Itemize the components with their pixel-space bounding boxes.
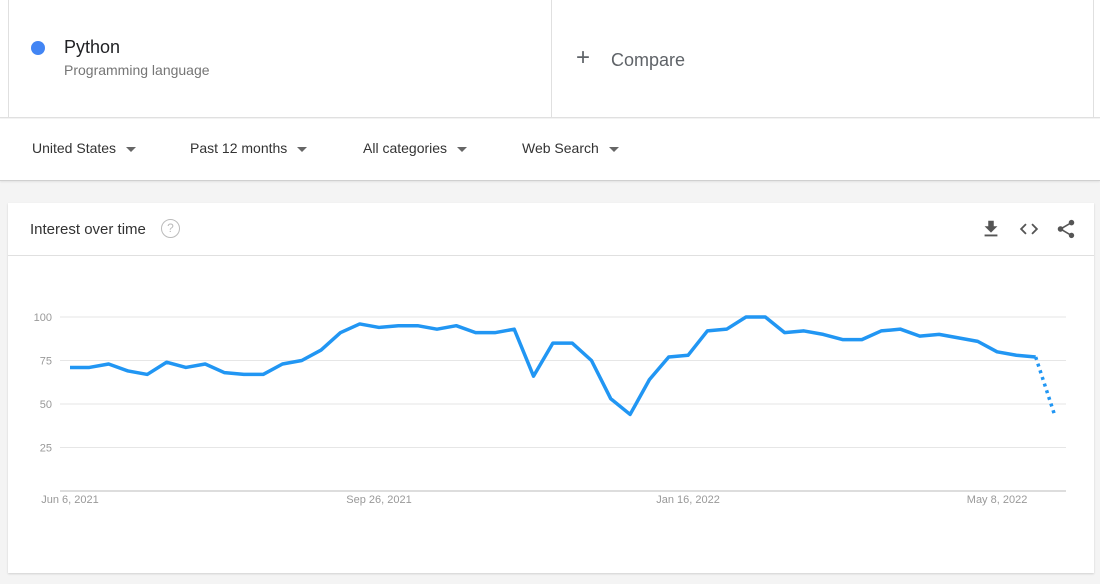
filter-label: United States	[32, 140, 117, 156]
filter-search-type-dropdown[interactable]: Web Search	[522, 140, 619, 156]
compare-button[interactable]: + Compare	[552, 0, 1094, 118]
series-line	[70, 315, 1036, 417]
filter-region-dropdown[interactable]: United States	[32, 140, 137, 156]
filter-label: Past 12 months	[190, 140, 288, 156]
caret-down-icon	[457, 146, 468, 152]
filter-bar: United States Past 12 months All categor…	[0, 119, 1100, 181]
interest-line-chart: 25 50 75 100 Jun 6, 2021 Sep 26, 2021 Jan 16, …	[34, 312, 1066, 506]
card-title: Interest over time	[30, 221, 146, 238]
x-tick-label: May 8, 2022	[967, 494, 1028, 506]
term-color-dot	[31, 41, 45, 55]
help-icon[interactable]: ?	[161, 219, 180, 238]
interest-over-time-card: Interest over time ? 25 50 75 100 Jun 6, 202…	[8, 203, 1094, 573]
x-tick-label: Sep 26, 2021	[346, 494, 411, 506]
compare-label: Compare	[611, 50, 686, 70]
card-header: Interest over time ?	[8, 203, 1094, 256]
filter-label: Web Search	[522, 140, 599, 156]
x-tick-label: Jan 16, 2022	[656, 494, 720, 506]
term-subtitle: Programming language	[64, 62, 210, 78]
partial-data-line	[1034, 356, 1057, 417]
share-icon[interactable]	[1055, 218, 1077, 240]
filter-time-dropdown[interactable]: Past 12 months	[190, 140, 308, 156]
y-tick-label: 25	[40, 443, 52, 455]
filter-category-dropdown[interactable]: All categories	[363, 140, 468, 156]
embed-icon[interactable]	[1018, 218, 1040, 240]
search-term-card[interactable]: Python Programming language	[8, 0, 552, 118]
caret-down-icon	[126, 146, 137, 152]
term-name[interactable]: Python	[64, 37, 121, 57]
plus-icon: +	[576, 44, 591, 71]
caret-down-icon	[297, 146, 308, 152]
y-tick-label: 50	[40, 399, 52, 411]
filter-label: All categories	[363, 140, 448, 156]
x-tick-label: Jun 6, 2021	[41, 494, 99, 506]
caret-down-icon	[608, 146, 619, 152]
y-tick-label: 75	[40, 356, 52, 368]
y-tick-label: 100	[34, 312, 52, 324]
search-terms-header: Python Programming language + Compare	[0, 0, 1100, 118]
download-icon[interactable]	[980, 218, 1002, 240]
